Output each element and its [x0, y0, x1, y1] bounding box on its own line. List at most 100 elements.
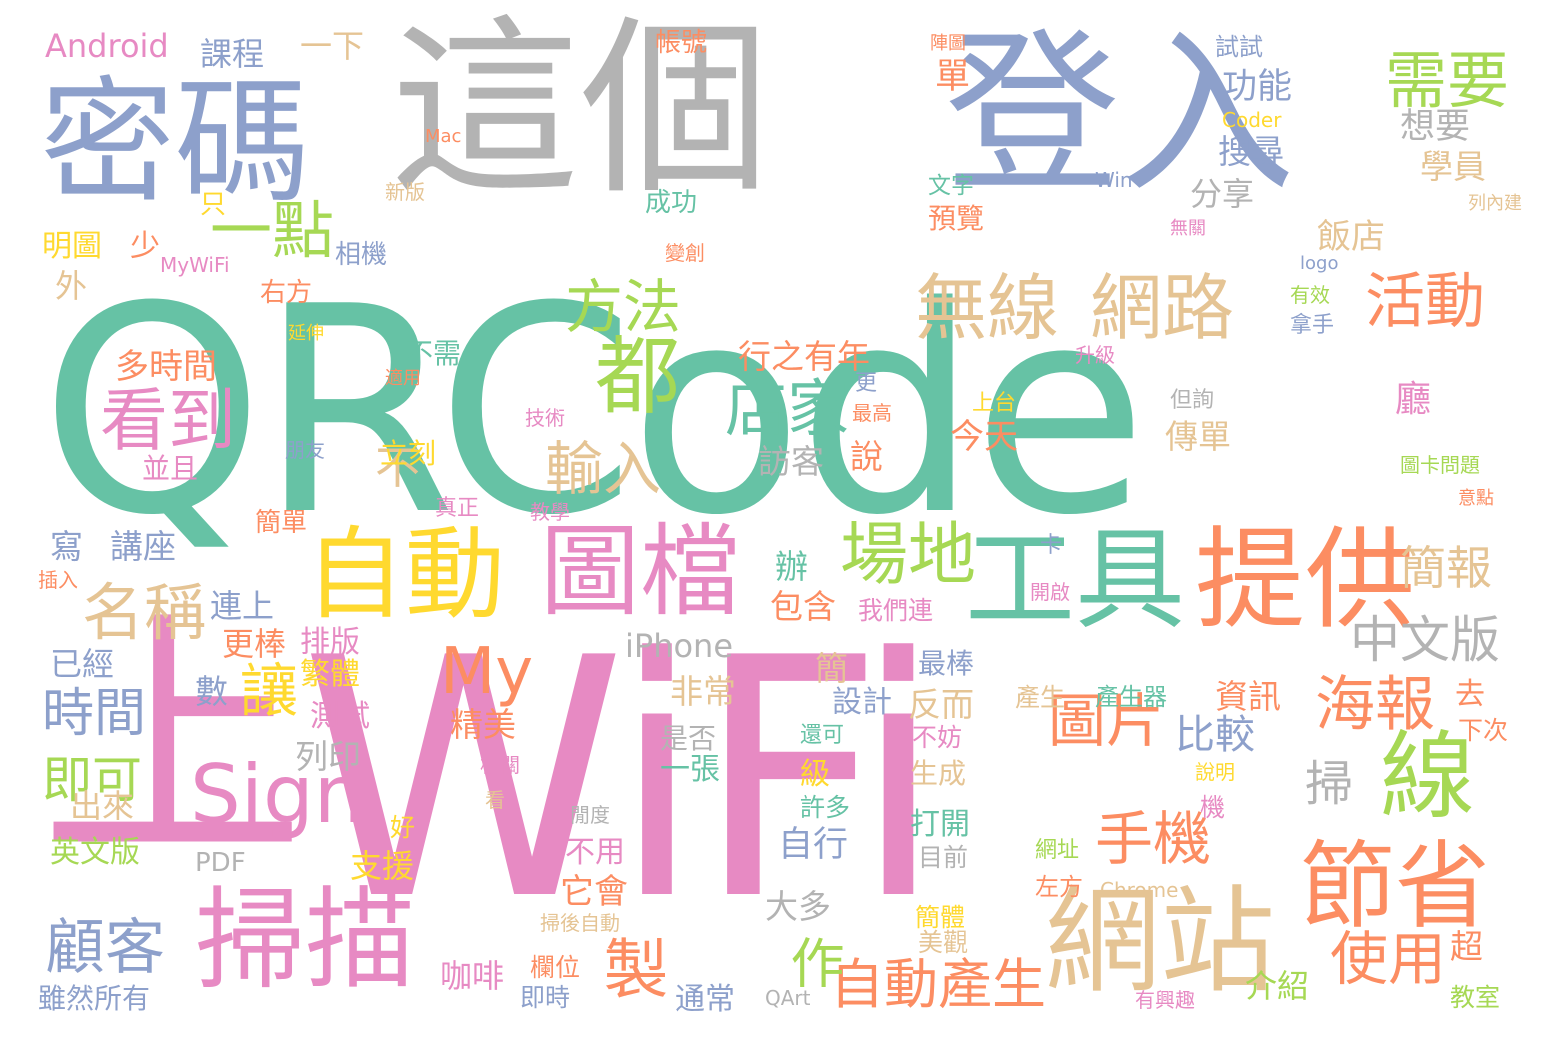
word-w20: 活動 — [1365, 267, 1485, 337]
word-w42: 掃 — [1305, 756, 1354, 812]
word-w129: 列印 — [295, 737, 361, 776]
word-w54: Coder — [1222, 108, 1282, 132]
word-w113: 排版 — [300, 625, 360, 660]
word-w77: 成功 — [645, 188, 698, 218]
word-w7: 工具 — [965, 516, 1185, 644]
word-w10: 自動 — [305, 516, 505, 633]
word-w147: 支援 — [350, 847, 415, 885]
word-w55: 想要 — [1400, 107, 1471, 147]
word-w123: 反而 — [908, 685, 974, 724]
word-w159: 介紹 — [1245, 967, 1310, 1005]
word-w161: 咖啡 — [440, 957, 505, 995]
word-w15: 線 — [1380, 722, 1476, 832]
word-w65: logo — [1300, 253, 1339, 274]
word-w21: 方法 — [565, 273, 682, 341]
word-w120: 簡 — [815, 649, 848, 688]
word-w139: 看 — [485, 788, 505, 812]
word-w43: 比較 — [1175, 712, 1255, 758]
word-w63: 飯店 — [1317, 217, 1385, 257]
word-w151: 網址 — [1035, 838, 1080, 863]
word-w4: 登入 — [945, 14, 1295, 217]
word-w149: 自行 — [778, 825, 849, 865]
word-w9: 圖檔 — [540, 513, 740, 630]
word-w98: 真正 — [435, 496, 480, 521]
word-w3: 這個 — [390, 0, 771, 220]
word-w51: 單 — [935, 57, 971, 97]
word-w126: 資訊 — [1215, 677, 1281, 716]
word-w111: iPhone — [625, 627, 734, 665]
word-w153: 左方 — [1035, 873, 1083, 901]
word-w158: 美觀 — [918, 928, 969, 957]
word-w97: 立刻 — [380, 437, 437, 470]
word-w110: 我們連 — [858, 596, 934, 625]
word-w156: 簡體 — [915, 903, 966, 932]
word-w37: 製 — [592, 935, 667, 1000]
word-w166: QArt — [765, 986, 811, 1010]
word-w69: 新版 — [385, 180, 425, 204]
word-w12: Sign — [190, 748, 365, 841]
word-w85: 更 — [855, 371, 878, 396]
word-w75: 外 — [55, 267, 88, 305]
word-w92: 訪客 — [758, 442, 824, 481]
word-w144: 打開 — [910, 807, 970, 842]
word-w115: 繁體 — [300, 657, 360, 692]
word-w145: 英文版 — [50, 835, 140, 870]
word-w29: 圖片 — [1048, 687, 1165, 755]
word-w66: 有效 — [1290, 283, 1330, 307]
word-w79: 延伸 — [288, 323, 324, 344]
word-w44: 不 — [375, 441, 421, 494]
word-w64: 無關 — [1170, 218, 1206, 239]
word-w24: 店家 — [725, 372, 850, 445]
word-w95: 並且 — [142, 452, 199, 485]
word-w13: 網站 — [1045, 875, 1276, 1009]
word-w53: 功能 — [1222, 67, 1293, 107]
word-w45: 多時間 — [115, 347, 217, 387]
word-w5: 密碼 — [40, 64, 310, 221]
word-w135: 生成 — [910, 757, 967, 790]
word-w74: 相機 — [335, 240, 388, 270]
word-w127: 去 — [1455, 677, 1485, 712]
word-w119: 非常 — [670, 672, 736, 711]
word-w46: 課程 — [200, 35, 265, 73]
word-w73: MyWiFi — [160, 253, 230, 277]
word-w28: My — [440, 635, 534, 709]
word-w80: 不需 — [405, 337, 462, 370]
word-w93: 說 — [850, 437, 883, 476]
word-w60: 預覽 — [928, 202, 985, 235]
word-w30: 海報 — [1315, 670, 1435, 740]
word-w59: 文字 — [928, 173, 974, 199]
word-w36: 自動產生 — [830, 953, 1046, 1016]
word-w58: Win — [1095, 168, 1133, 192]
word-w143: 許多 — [800, 793, 851, 822]
word-w89: 廳 — [1395, 379, 1432, 420]
word-w14: 節省 — [1300, 832, 1491, 942]
word-w154: Chrome — [1100, 878, 1179, 902]
word-w141: 機 — [1200, 793, 1226, 822]
word-w56: 搜尋 — [1218, 132, 1284, 171]
word-w138: 出來 — [70, 787, 135, 825]
word-w128: 下次 — [1458, 716, 1509, 745]
word-w40: 時間 — [42, 684, 147, 744]
word-w67: 拿手 — [1290, 313, 1335, 338]
word-w82: 技術 — [525, 406, 565, 430]
word-w71: 明圖 — [42, 229, 102, 264]
word-w116: 數 — [195, 672, 228, 711]
word-w131: 一張 — [660, 752, 720, 787]
word-w152: 它會 — [560, 872, 628, 912]
word-w164: 即時 — [520, 983, 571, 1012]
word-w91: 傳單 — [1165, 417, 1231, 456]
word-w160: 超 — [1450, 927, 1483, 966]
word-w140: 閒度 — [570, 803, 610, 827]
word-w32: 簡報 — [1400, 541, 1492, 595]
word-w168: 教室 — [1450, 983, 1501, 1012]
word-w78: 變創 — [665, 241, 705, 265]
word-w87: 上台 — [972, 391, 1017, 416]
word-w83: 升級 — [1075, 343, 1115, 367]
word-w11: 掃描 — [195, 876, 415, 1004]
word-w31: 中文版 — [1350, 611, 1500, 669]
word-w1: QRCode — [40, 246, 1148, 578]
word-w26: 名稱 — [82, 576, 207, 649]
word-w142: 好 — [390, 813, 416, 842]
word-w33: 手機 — [1095, 805, 1212, 873]
word-w118: 精美 — [450, 705, 516, 744]
